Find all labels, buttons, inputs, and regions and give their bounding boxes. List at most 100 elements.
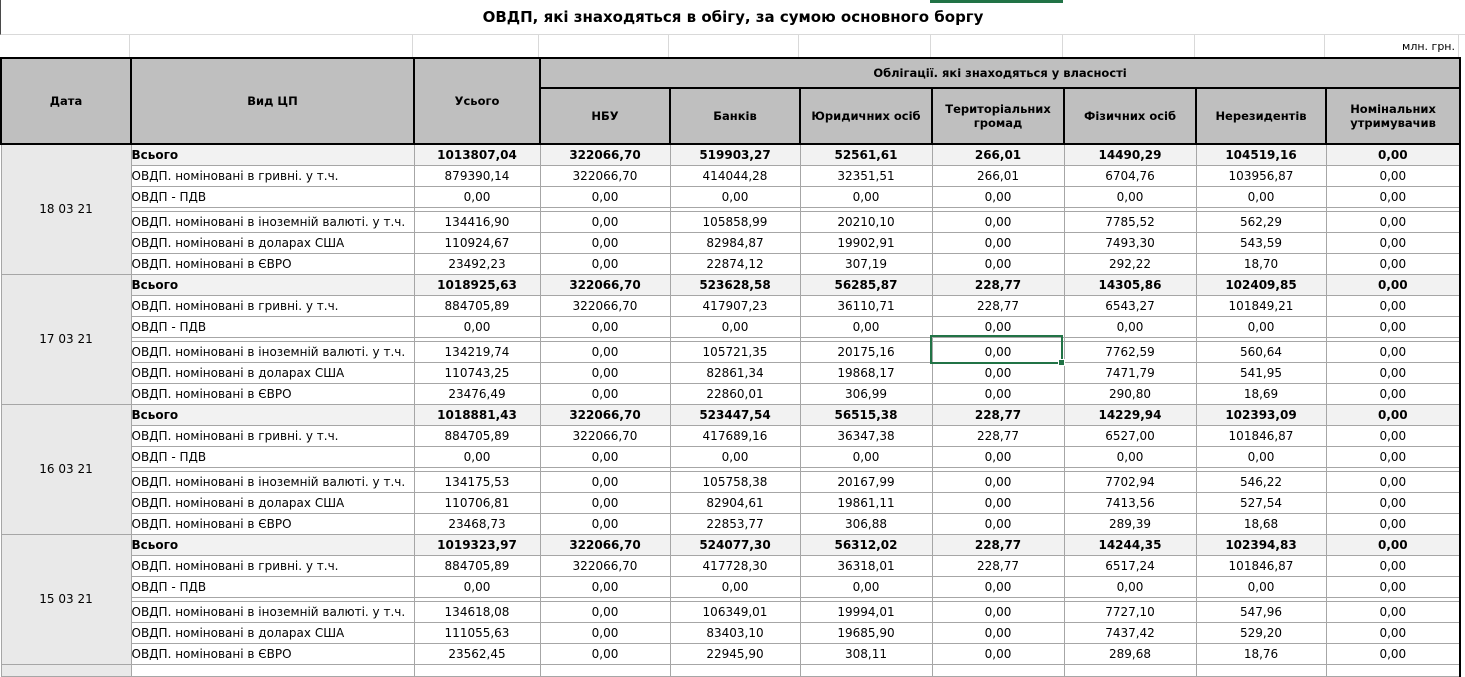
row-label[interactable]: ОВДП. номіновані в ЄВРО (130, 642, 415, 665)
row-label[interactable]: Всього (130, 533, 415, 556)
value-cell[interactable]: 529,20 (1195, 621, 1327, 644)
value-cell[interactable]: 0,00 (1195, 315, 1327, 338)
value-cell[interactable]: 0,00 (931, 642, 1065, 665)
value-cell[interactable]: 523447,54 (669, 403, 801, 426)
value-cell[interactable]: 23468,73 (413, 512, 541, 535)
value-cell[interactable]: 56312,02 (799, 533, 933, 556)
value-cell[interactable]: 0,00 (539, 210, 671, 233)
value-cell[interactable]: 36318,01 (799, 554, 933, 577)
col-header-total[interactable]: Усього (413, 57, 541, 145)
value-cell[interactable]: 18,70 (1195, 252, 1327, 275)
value-cell[interactable]: 0,00 (799, 445, 933, 468)
value-cell[interactable]: 36110,71 (799, 294, 933, 317)
value-cell[interactable]: 19994,01 (799, 600, 933, 623)
row-label[interactable]: ОВДП. номіновані в доларах США (130, 491, 415, 514)
value-cell[interactable]: 20175,16 (799, 340, 933, 363)
value-cell[interactable]: 266,01 (931, 143, 1065, 166)
value-cell[interactable]: 0,00 (539, 185, 671, 208)
value-cell[interactable]: 1019323,97 (413, 533, 541, 556)
col-header-nbu[interactable]: НБУ (539, 87, 671, 145)
value-cell[interactable]: 0,00 (1195, 445, 1327, 468)
value-cell[interactable]: 0,00 (413, 315, 541, 338)
row-label[interactable]: ОВДП. номіновані в гривні. у т.ч. (130, 294, 415, 317)
value-cell[interactable]: 562,29 (1195, 210, 1327, 233)
col-header-nominal-holders[interactable]: Номінальних утримувачив (1324, 87, 1462, 145)
value-cell[interactable]: 0,00 (1325, 361, 1462, 384)
value-cell[interactable]: 1018881,43 (413, 403, 541, 426)
value-cell[interactable]: 19868,17 (799, 361, 933, 384)
value-cell[interactable]: 18,76 (1195, 642, 1327, 665)
value-cell[interactable]: 0,00 (1195, 185, 1327, 208)
value-cell[interactable]: 228,77 (931, 554, 1065, 577)
value-cell[interactable]: 134219,74 (413, 340, 541, 363)
value-cell[interactable]: 19861,11 (799, 491, 933, 514)
row-label[interactable]: ОВДП. номіновані в ЄВРО (130, 512, 415, 535)
value-cell[interactable]: 0,00 (539, 642, 671, 665)
row-label[interactable]: Всього (130, 143, 415, 166)
value-cell[interactable]: 0,00 (413, 445, 541, 468)
value-cell[interactable]: 22945,90 (669, 642, 801, 665)
value-cell[interactable]: 7493,30 (1063, 231, 1197, 254)
value-cell[interactable]: 22853,77 (669, 512, 801, 535)
value-cell[interactable]: 322066,70 (539, 164, 671, 187)
value-cell[interactable]: 307,19 (799, 252, 933, 275)
value-cell[interactable]: 322066,70 (539, 403, 671, 426)
value-cell[interactable]: 101846,87 (1195, 424, 1327, 447)
value-cell[interactable]: 7471,79 (1063, 361, 1197, 384)
value-cell[interactable]: 0,00 (539, 470, 671, 493)
value-cell[interactable]: 0,00 (931, 231, 1065, 254)
value-cell[interactable]: 228,77 (931, 424, 1065, 447)
value-cell[interactable]: 82861,34 (669, 361, 801, 384)
value-cell[interactable]: 0,00 (1325, 273, 1462, 296)
value-cell[interactable]: 0,00 (539, 600, 671, 623)
value-cell[interactable]: 0,00 (539, 231, 671, 254)
value-cell[interactable]: 7702,94 (1063, 470, 1197, 493)
value-cell[interactable]: 19902,91 (799, 231, 933, 254)
value-cell[interactable]: 0,00 (1325, 642, 1462, 665)
value-cell[interactable]: 0,00 (1325, 210, 1462, 233)
value-cell[interactable]: 322066,70 (539, 533, 671, 556)
value-cell[interactable]: 308,11 (799, 642, 933, 665)
row-label[interactable]: ОВДП. номіновані в іноземній валюті. у т… (130, 470, 415, 493)
value-cell[interactable]: 0,00 (539, 361, 671, 384)
value-cell[interactable]: 14490,29 (1063, 143, 1197, 166)
value-cell[interactable]: 0,00 (1325, 340, 1462, 363)
row-label[interactable]: ОВДП. номіновані в гривні. у т.ч. (130, 164, 415, 187)
value-cell[interactable]: 289,39 (1063, 512, 1197, 535)
row-label[interactable]: ОВДП - ПДВ (130, 185, 415, 208)
value-cell[interactable]: 0,00 (1325, 424, 1462, 447)
row-label[interactable]: ОВДП. номіновані в гривні. у т.ч. (130, 554, 415, 577)
date-cell[interactable]: 16 03 21 (0, 403, 132, 535)
value-cell[interactable]: 0,00 (799, 315, 933, 338)
value-cell[interactable]: 0,00 (1063, 445, 1197, 468)
value-cell[interactable]: 0,00 (1325, 315, 1462, 338)
value-cell[interactable]: 0,00 (931, 575, 1065, 598)
value-cell[interactable]: 0,00 (799, 185, 933, 208)
value-cell[interactable]: 0,00 (539, 382, 671, 405)
value-cell[interactable]: 0,00 (1325, 600, 1462, 623)
value-cell[interactable]: 289,68 (1063, 642, 1197, 665)
value-cell[interactable]: 0,00 (539, 252, 671, 275)
value-cell[interactable]: 101849,21 (1195, 294, 1327, 317)
value-cell[interactable]: 0,00 (1325, 382, 1462, 405)
value-cell[interactable]: 134618,08 (413, 600, 541, 623)
value-cell[interactable]: 543,59 (1195, 231, 1327, 254)
value-cell[interactable]: 110924,67 (413, 231, 541, 254)
value-cell[interactable]: 111055,63 (413, 621, 541, 644)
col-header-banks[interactable]: Банків (669, 87, 801, 145)
row-label[interactable]: ОВДП. номіновані в доларах США (130, 231, 415, 254)
value-cell[interactable]: 0,00 (931, 315, 1065, 338)
value-cell[interactable]: 0,00 (1325, 491, 1462, 514)
row-label[interactable]: ОВДП. номіновані в ЄВРО (130, 252, 415, 275)
row-label[interactable]: ОВДП. номіновані в іноземній валюті. у т… (130, 210, 415, 233)
value-cell[interactable]: 879390,14 (413, 164, 541, 187)
value-cell[interactable]: 0,00 (669, 445, 801, 468)
value-cell[interactable]: 14229,94 (1063, 403, 1197, 426)
value-cell[interactable]: 0,00 (931, 252, 1065, 275)
value-cell[interactable]: 104519,16 (1195, 143, 1327, 166)
value-cell[interactable]: 19685,90 (799, 621, 933, 644)
value-cell[interactable]: 0,00 (931, 470, 1065, 493)
value-cell[interactable]: 22860,01 (669, 382, 801, 405)
value-cell[interactable]: 0,00 (1063, 575, 1197, 598)
value-cell[interactable]: 0,00 (669, 315, 801, 338)
